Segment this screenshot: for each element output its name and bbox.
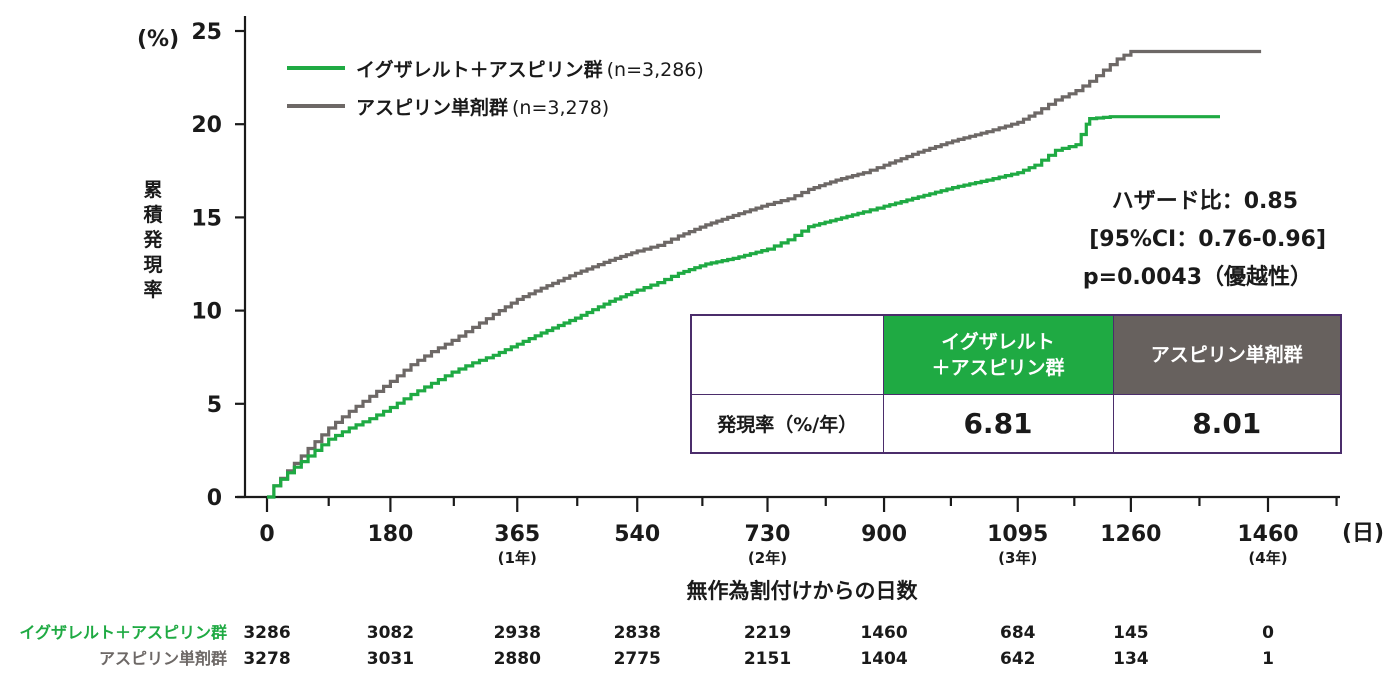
at-risk-count: 3031 [367,649,414,669]
confidence-interval: [95%CI：0.76-0.96] [1089,227,1326,252]
at-risk-count: 1 [1262,649,1274,669]
y-tick-label: 15 [191,206,222,231]
at-risk-label: アスピリン単剤群 [99,649,227,668]
y-axis-title: 累積発現率 [142,179,163,301]
y-tick-label: 0 [207,486,222,511]
at-risk-table: イグザレルト＋アスピリン群 3286 3082 2938 2838 2219 1460 684… [19,623,1274,669]
legend-label-xarelto: イグザレルト＋アスピリン群 (n=3,286) [356,58,704,81]
x-tick-label: 900 [861,522,907,547]
value-aspirin: 8.01 [1112,394,1342,454]
curves [267,49,1262,499]
x-tick-sublabel: (4年) [1248,549,1287,567]
curve-aspirin [267,49,1262,499]
legend: イグザレルト＋アスピリン群 (n=3,286) アスピリン単剤群 (n=3,278) [287,58,704,119]
at-risk-count: 684 [1000,623,1036,643]
y-unit-label: (%) [137,27,179,52]
x-unit-label: (日) [1342,521,1384,546]
x-tick-sublabel: (2年) [748,549,787,567]
at-risk-label: イグザレルト＋アスピリン群 [19,623,227,642]
at-risk-count: 2838 [614,623,661,643]
header-aspirin: アスピリン単剤群 [1112,314,1342,395]
x-tick-label: 540 [614,522,660,547]
at-risk-count: 1460 [860,623,907,643]
at-risk-count: 1404 [860,649,907,669]
hazard-annotation: ハザード比：0.85 [95%CI：0.76-0.96] p=0.0043（優越… [1083,189,1326,290]
header-xarelto: イグザレルト ＋アスピリン群 [882,314,1114,395]
y-tick-label: 10 [191,300,222,325]
at-risk-count: 0 [1262,623,1274,643]
at-risk-count: 2219 [744,623,791,643]
y-tick-label: 20 [191,113,222,138]
x-tick-label: 730 [745,522,791,547]
y-tick-label: 5 [207,393,222,418]
at-risk-count: 3082 [367,623,414,643]
at-risk-count: 2775 [614,649,661,669]
incidence-table-row: 発現率（%/年） 6.81 8.01 [690,394,1342,454]
x-tick-label: 180 [367,522,413,547]
x-tick-sublabel: (3年) [998,549,1037,567]
value-xarelto: 6.81 [882,394,1114,454]
at-risk-count: 2880 [494,649,541,669]
at-risk-count: 2938 [494,623,541,643]
y-ticks: 0 5 10 15 20 25 [191,20,245,511]
at-risk-count: 145 [1113,623,1149,643]
p-value: p=0.0043（優越性） [1083,265,1312,290]
x-tick-sublabel: (1年) [498,549,537,567]
x-tick-label: 0 [259,522,274,547]
y-tick-label: 25 [191,20,222,45]
at-risk-count: 2151 [744,649,791,669]
at-risk-count: 134 [1113,649,1149,669]
x-tick-label: 1460 [1237,522,1298,547]
x-ticks: 0 180 365 (1年) 540 730 (2年) 900 1095 (3年) 1260 1460… [259,497,1338,567]
x-axis-title: 無作為割付けからの日数 [687,579,919,603]
hazard-ratio: ハザード比：0.85 [1112,189,1298,214]
incidence-table-header: イグザレルト ＋アスピリン群 アスピリン単剤群 [690,314,1342,395]
incidence-table: イグザレルト ＋アスピリン群 アスピリン単剤群 発現率（%/年） 6.81 8.0… [690,314,1342,454]
row-label: 発現率（%/年） [690,394,884,454]
curve-xarelto [267,115,1220,499]
x-tick-label: 365 [494,522,540,547]
at-risk-count: 3286 [243,623,290,643]
x-tick-label: 1260 [1100,522,1161,547]
at-risk-count: 3278 [243,649,290,669]
x-tick-label: 1095 [987,522,1048,547]
table-corner [690,314,884,395]
at-risk-count: 642 [1000,649,1036,669]
legend-label-aspirin: アスピリン単剤群 (n=3,278) [356,96,609,119]
